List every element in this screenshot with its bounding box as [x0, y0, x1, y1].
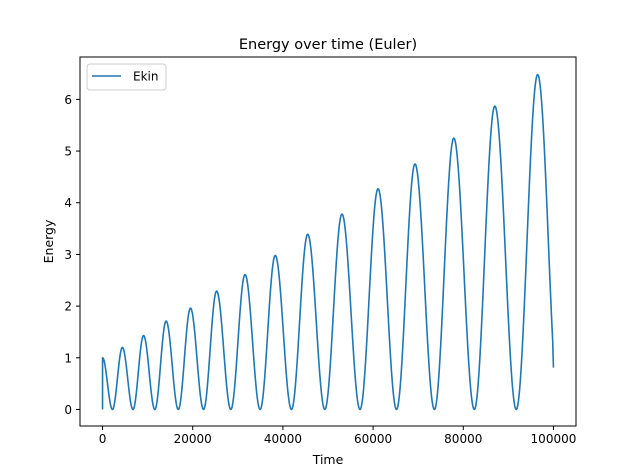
x-tick-label: 20000: [174, 432, 212, 446]
x-tick-label: 100000: [531, 432, 577, 446]
x-tick-label: 60000: [354, 432, 392, 446]
y-tick-label: 4: [64, 196, 72, 210]
plot-area: [79, 56, 577, 427]
axes-frame: [79, 56, 577, 427]
chart-title: Energy over time (Euler): [239, 37, 417, 53]
x-tick-label: 40000: [264, 432, 302, 446]
series-layer: [101, 73, 555, 411]
legend: Ekin: [86, 63, 167, 91]
legend-label-ekin: Ekin: [133, 70, 158, 84]
y-tick-label: 1: [64, 351, 72, 365]
x-axis-ticks: 0 20000 40000 60000 80000 100000: [99, 426, 577, 446]
x-axis-label: Time: [312, 452, 344, 467]
y-tick-label: 5: [64, 145, 72, 159]
legend-box: [86, 63, 167, 91]
y-axis-ticks: 0 1 2 3 4 5 6: [64, 93, 80, 417]
series-line-ekin: [101, 73, 555, 411]
y-tick-label: 3: [64, 248, 72, 262]
x-tick-label: 80000: [444, 432, 482, 446]
y-tick-label: 0: [64, 403, 72, 417]
x-tick-label: 0: [99, 432, 107, 446]
y-tick-label: 6: [64, 93, 72, 107]
y-tick-label: 2: [64, 300, 72, 314]
y-axis-label: Energy: [41, 219, 56, 263]
